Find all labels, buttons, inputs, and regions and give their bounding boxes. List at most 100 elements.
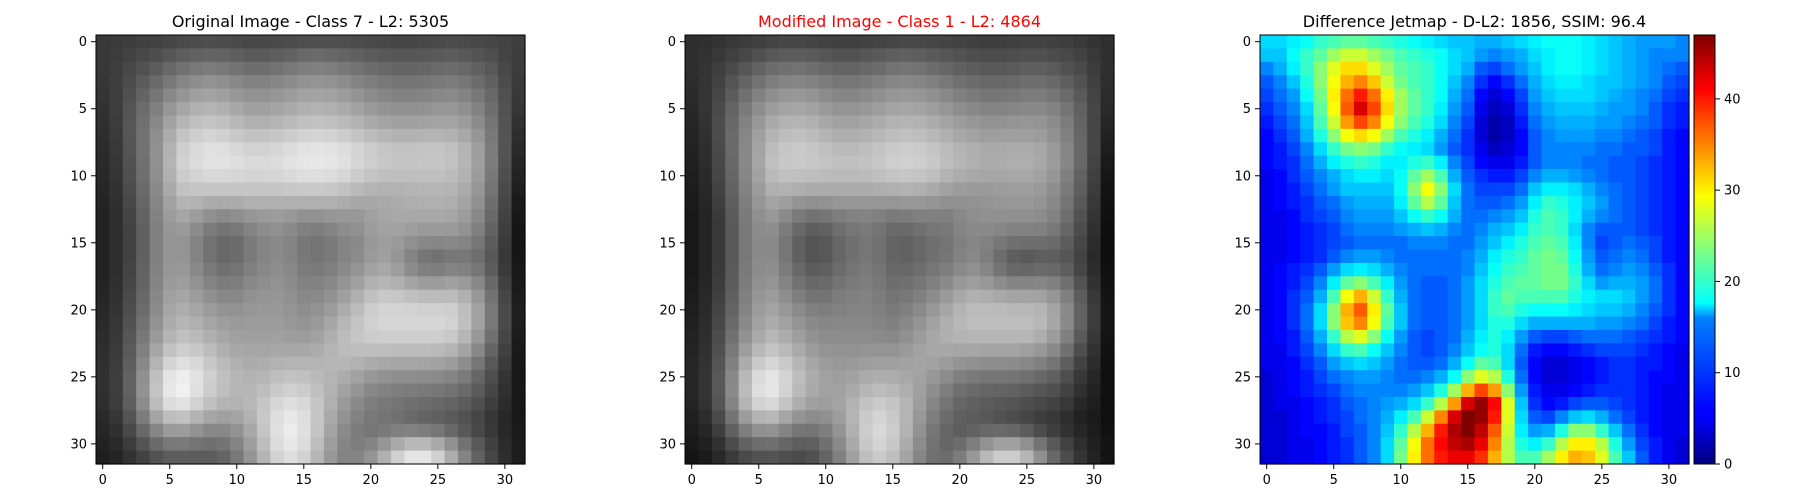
heatmap-cell [189, 102, 204, 117]
heatmap-cell [216, 370, 231, 385]
heatmap-cell [1420, 423, 1435, 438]
heatmap-cell [1554, 383, 1569, 398]
heatmap-cell [1260, 88, 1275, 103]
heatmap-cell [1514, 102, 1529, 117]
heatmap-cell [498, 423, 513, 438]
heatmap-cell [377, 142, 392, 157]
heatmap-cell [417, 276, 432, 291]
heatmap-cell [711, 356, 726, 371]
heatmap-cell [698, 423, 713, 438]
heatmap-cell [1260, 102, 1275, 117]
heatmap-cell [256, 155, 271, 170]
heatmap-cell [1340, 396, 1355, 411]
heatmap-cell [1434, 329, 1449, 344]
heatmap-cell [243, 343, 258, 358]
heatmap-cell [1595, 276, 1610, 291]
heatmap-cell [1313, 370, 1328, 385]
heatmap-cell [912, 102, 927, 117]
heatmap-cell [1621, 316, 1636, 331]
heatmap-cell [189, 61, 204, 76]
heatmap-cell [1327, 115, 1342, 130]
heatmap-cell [1474, 222, 1489, 237]
heatmap-cell [805, 249, 820, 264]
heatmap-cell [1327, 48, 1342, 63]
heatmap-cell [711, 396, 726, 411]
heatmap-cell [792, 222, 807, 237]
heatmap-cell [390, 169, 405, 184]
heatmap-cell [297, 236, 312, 251]
heatmap-cell [1046, 316, 1061, 331]
heatmap-cell [163, 249, 178, 264]
heatmap-cell [122, 343, 137, 358]
heatmap-cell [1487, 249, 1502, 264]
heatmap-cell [203, 182, 218, 197]
heatmap-cell [390, 35, 405, 50]
heatmap-cell [1501, 316, 1516, 331]
heatmap-cell [993, 128, 1008, 143]
heatmap-cell [1447, 35, 1462, 50]
heatmap-cell [1380, 236, 1395, 251]
heatmap-cell [738, 48, 753, 63]
heatmap-cell [966, 236, 981, 251]
heatmap-cell [725, 370, 740, 385]
heatmap-cell [1273, 289, 1288, 304]
heatmap-cell [926, 222, 941, 237]
heatmap-cell [1073, 102, 1088, 117]
heatmap-cell [189, 88, 204, 103]
heatmap-cell [1501, 88, 1516, 103]
heatmap-cell [979, 209, 994, 224]
heatmap-cell [122, 450, 137, 465]
heatmap-cell [431, 249, 446, 264]
heatmap-cell [752, 35, 767, 50]
heatmap-cell [792, 396, 807, 411]
heatmap-cell [377, 182, 392, 197]
heatmap-cell [685, 222, 700, 237]
heatmap-cell [1662, 155, 1677, 170]
heatmap-cell [256, 142, 271, 157]
heatmap-cell [966, 48, 981, 63]
heatmap-cell [872, 128, 887, 143]
heatmap-cell [1635, 222, 1650, 237]
heatmap-cell [1353, 423, 1368, 438]
heatmap-cell [431, 61, 446, 76]
heatmap-cell [1260, 289, 1275, 304]
heatmap-cell [1020, 35, 1035, 50]
heatmap-cell [1394, 182, 1409, 197]
heatmap-cell [1073, 316, 1088, 331]
heatmap-cell [698, 155, 713, 170]
heatmap-cell [792, 343, 807, 358]
heatmap-cell [1568, 222, 1583, 237]
heatmap-cell [109, 437, 124, 452]
heatmap-cell [1394, 437, 1409, 452]
heatmap-cell [1675, 48, 1690, 63]
heatmap-cell [163, 75, 178, 90]
y-tick-label: 25 [659, 370, 676, 385]
heatmap-cell [953, 35, 968, 50]
heatmap-cell [1100, 102, 1115, 117]
heatmap-cell [350, 182, 365, 197]
heatmap-cell [1635, 450, 1650, 465]
heatmap-cell [698, 209, 713, 224]
heatmap-cell [189, 437, 204, 452]
heatmap-cell [1554, 35, 1569, 50]
heatmap-cell [859, 343, 874, 358]
heatmap-cell [792, 102, 807, 117]
heatmap-cell [350, 329, 365, 344]
heatmap-cell [819, 249, 834, 264]
heatmap-cell [1367, 450, 1382, 465]
heatmap-cell [765, 48, 780, 63]
heatmap-cell [1380, 356, 1395, 371]
heatmap-cell [872, 437, 887, 452]
heatmap-cell [953, 262, 968, 277]
heatmap-cell [457, 249, 472, 264]
heatmap-cell [297, 88, 312, 103]
heatmap-cell [845, 370, 860, 385]
heatmap-cell [444, 102, 459, 117]
heatmap-cell [886, 128, 901, 143]
heatmap-cell [484, 289, 499, 304]
heatmap-cell [1621, 209, 1636, 224]
heatmap-cell [404, 450, 419, 465]
heatmap-cell [685, 182, 700, 197]
heatmap-cell [966, 276, 981, 291]
heatmap-cell [484, 437, 499, 452]
